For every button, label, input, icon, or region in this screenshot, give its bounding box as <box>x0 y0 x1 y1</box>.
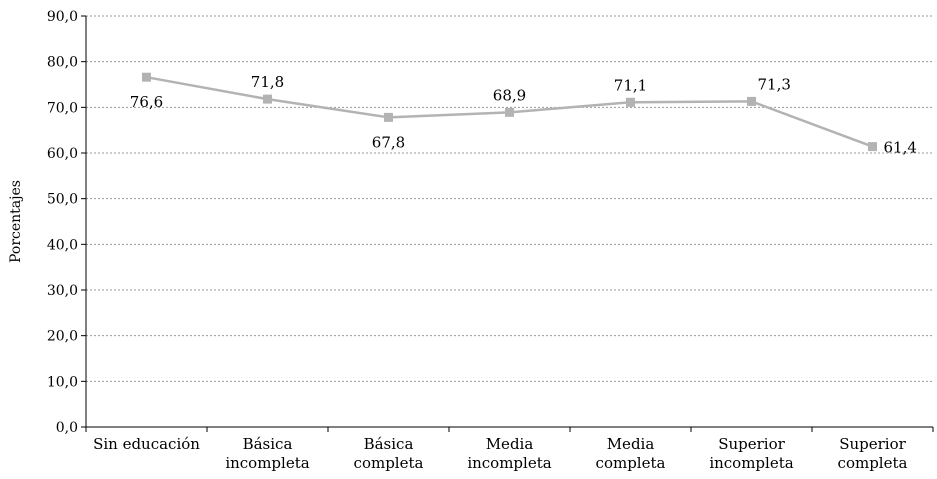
data-label: 68,9 <box>493 86 526 104</box>
y-tick-label: 70,0 <box>47 100 78 116</box>
x-tick-label: Media completa <box>596 435 666 472</box>
y-tick-label: 20,0 <box>47 329 78 345</box>
data-label: 76,6 <box>130 93 163 111</box>
x-tick-label: Superior completa <box>838 435 908 472</box>
x-tick-label: Básica completa <box>354 435 424 472</box>
data-label: 71,3 <box>758 75 791 93</box>
data-point <box>142 72 151 82</box>
labels: 0,0 10,0 20,0 30,0 40,0 50,0 60,0 70,0 80,0 90,0 S… <box>47 9 917 472</box>
data-label: 71,8 <box>251 73 284 91</box>
x-tick-label: Sin educación <box>93 435 200 453</box>
data-point <box>747 96 756 106</box>
y-tick-label: 50,0 <box>47 192 78 208</box>
series <box>142 72 877 152</box>
data-point <box>505 107 514 117</box>
axes <box>81 15 934 432</box>
x-tick-label: Media incompleta <box>467 435 551 472</box>
x-tick-label: Superior incompleta <box>709 435 793 472</box>
data-point <box>626 97 635 107</box>
y-tick-label: 30,0 <box>47 283 78 299</box>
y-tick-label: 0,0 <box>56 420 78 436</box>
y-tick-label: 60,0 <box>47 146 78 162</box>
y-tick-label: 80,0 <box>47 55 78 71</box>
data-point <box>868 142 877 152</box>
data-point <box>263 94 272 104</box>
y-tick-label: 40,0 <box>47 237 78 253</box>
data-point <box>384 112 393 122</box>
data-label: 71,1 <box>614 76 647 94</box>
data-label: 61,4 <box>884 139 917 157</box>
x-tick-label: Básica incompleta <box>225 435 309 472</box>
gridlines <box>86 15 933 382</box>
y-axis-title: Porcentajes <box>8 180 24 263</box>
y-tick-label: 90,0 <box>47 9 78 25</box>
data-label: 67,8 <box>372 133 405 151</box>
y-tick-label: 10,0 <box>47 374 78 390</box>
